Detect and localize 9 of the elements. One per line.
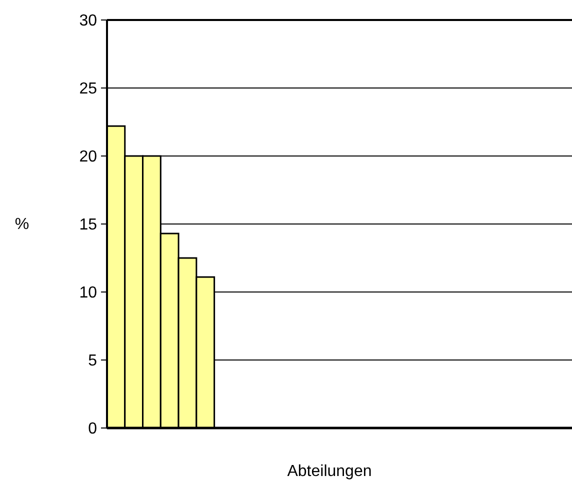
y-tick-label: 25 (79, 80, 98, 98)
y-tick-label: 0 (88, 420, 98, 438)
y-tick-label: 5 (88, 352, 98, 370)
y-axis-title: % (14, 216, 30, 233)
y-tick-label: 15 (79, 216, 98, 234)
y-tick-label: 10 (79, 284, 98, 302)
x-axis-title: Abteilungen (287, 463, 372, 480)
y-tick-label: 20 (79, 148, 98, 166)
y-tick-label: 30 (79, 12, 98, 30)
